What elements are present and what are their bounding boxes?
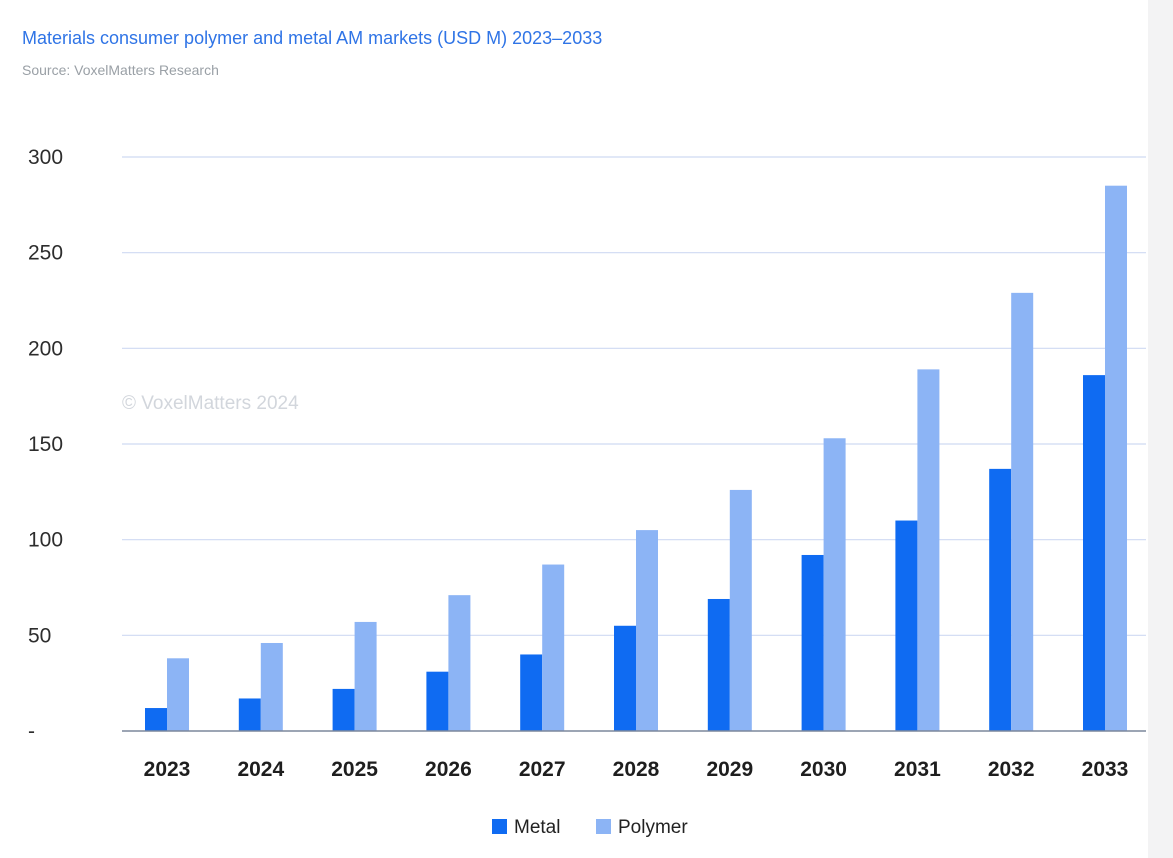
bar-polymer-2030 [823,438,846,731]
x-tick-label: 2024 [237,758,284,781]
x-tick-label: 2031 [894,758,941,781]
x-tick-label: 2025 [331,758,378,781]
x-tick-label: 2028 [613,758,660,781]
bar-metal-2026 [426,671,449,731]
bar-metal-2033 [1083,375,1105,731]
y-tick-label: - [28,720,35,743]
right-edge-strip [1148,0,1173,858]
y-tick-label: 150 [28,433,63,456]
x-tick-label: 2027 [519,758,566,781]
y-tick-label: 100 [28,529,63,552]
bar-polymer-2023 [167,658,189,731]
bar-chart: - 50 100 150 200 250 300 © VoxelMatters 2024 2… [28,146,1146,838]
bar-polymer-2029 [729,489,752,731]
bars [145,185,1127,731]
bar-metal-2028 [614,625,636,731]
y-tick-label: 50 [28,624,51,647]
x-tick-label: 2030 [800,758,847,781]
legend-label-metal: Metal [514,817,560,838]
y-tick-label: 300 [28,146,63,169]
bar-metal-2029 [707,598,730,731]
y-tick-label: 250 [28,242,63,265]
bar-metal-2030 [801,554,824,731]
watermark-text: © VoxelMatters 2024 [122,393,299,414]
bar-polymer-2025 [354,621,377,731]
bar-polymer-2027 [542,564,565,731]
bar-metal-2023 [145,708,167,731]
bar-polymer-2032 [1011,292,1034,731]
legend-swatch-polymer [596,819,611,834]
bar-polymer-2028 [636,530,658,731]
x-tick-label: 2032 [988,758,1035,781]
bar-polymer-2026 [448,595,471,731]
bar-polymer-2024 [260,642,283,731]
bar-polymer-2031 [917,369,940,731]
chart-source: Source: VoxelMatters Research [22,62,219,78]
bar-metal-2025 [332,688,355,731]
bar-metal-2032 [989,468,1012,731]
chart-title: Materials consumer polymer and metal AM … [22,28,603,48]
bar-polymer-2033 [1105,185,1127,731]
y-axis-ticks: - 50 100 150 200 250 300 [28,146,63,743]
bar-metal-2027 [520,654,543,731]
x-tick-label: 2023 [144,758,191,781]
x-tick-label: 2029 [706,758,753,781]
legend-label-polymer: Polymer [618,817,688,838]
x-axis-ticks: 2023 2024 2025 2026 2027 2028 2029 2030 2031 2032… [144,758,1129,781]
bar-metal-2024 [238,698,261,731]
y-tick-label: 200 [28,337,63,360]
legend-swatch-metal [492,819,507,834]
x-tick-label: 2026 [425,758,472,781]
x-tick-label: 2033 [1082,758,1129,781]
legend: Metal Polymer [492,817,688,838]
bar-metal-2031 [895,520,918,731]
